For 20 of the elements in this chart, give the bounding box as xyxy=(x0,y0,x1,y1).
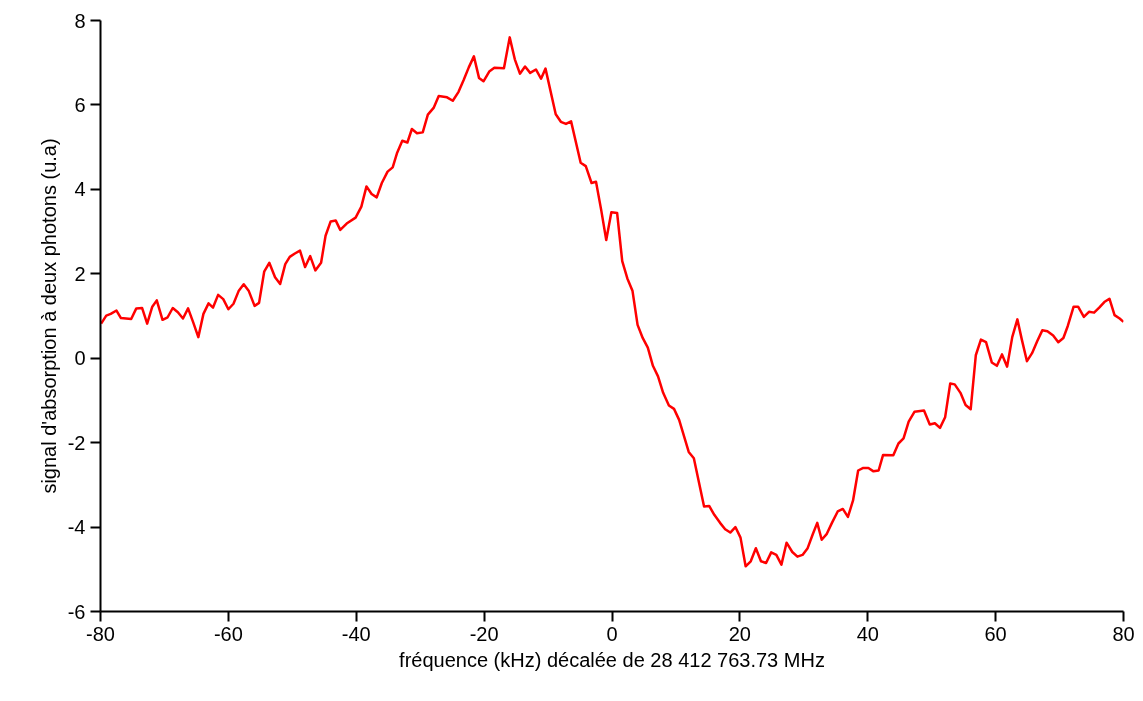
line-series xyxy=(100,36,1124,568)
x-tick-label: 80 xyxy=(1112,622,1135,645)
y-tick-label: -6 xyxy=(67,600,86,623)
y-tick-label: 6 xyxy=(74,93,86,116)
x-tick-label: 40 xyxy=(856,622,879,645)
y-axis-title: signal d'absorption à deux photons (u.a) xyxy=(37,138,60,494)
y-tick-label: 2 xyxy=(74,262,86,285)
x-tick-label: -20 xyxy=(469,622,499,645)
y-tick-label: 0 xyxy=(74,347,86,370)
y-tick-label: 8 xyxy=(74,9,86,32)
x-axis-title: fréquence (kHz) décalée de 28 412 763.73 MHz xyxy=(399,648,825,671)
y-tick-label: 4 xyxy=(74,178,86,201)
y-tick-label: -2 xyxy=(67,431,86,454)
x-tick-label: 60 xyxy=(984,622,1007,645)
x-tick-label: -40 xyxy=(341,622,371,645)
x-tick-label: -80 xyxy=(86,622,115,645)
x-tick-label: -60 xyxy=(213,622,243,645)
x-tick-label: 20 xyxy=(728,622,751,645)
x-tick-label: 0 xyxy=(606,622,618,645)
y-tick-label: -4 xyxy=(67,516,86,539)
